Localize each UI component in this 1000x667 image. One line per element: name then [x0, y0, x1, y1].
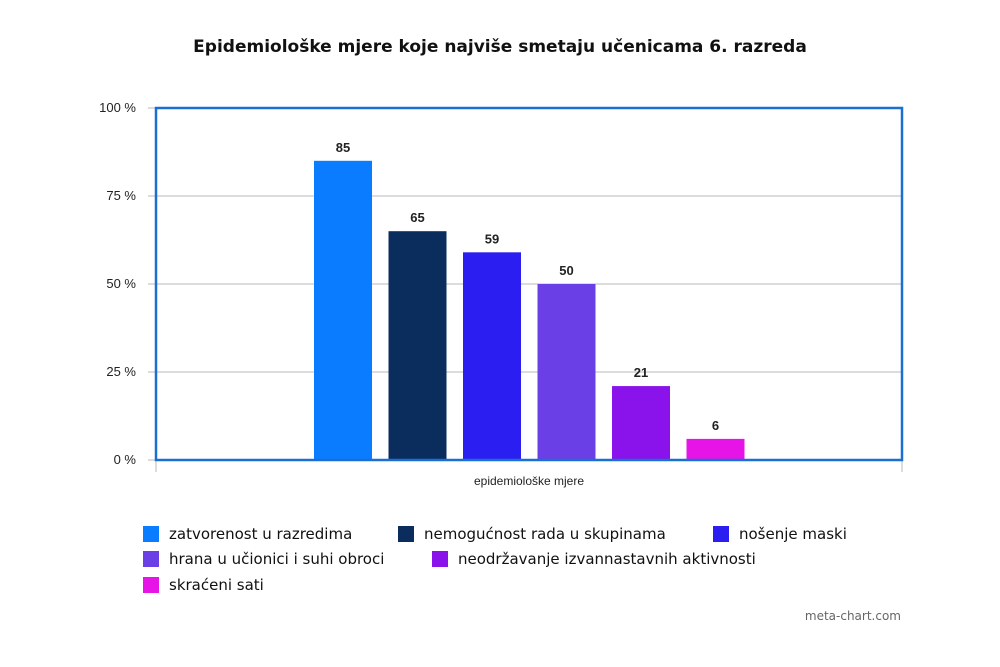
- bar: [314, 160, 372, 461]
- y-tick-label: 100 %: [99, 100, 136, 115]
- x-axis-label: epidemiološke mjere: [474, 474, 584, 488]
- y-tick-label: 75 %: [106, 188, 136, 203]
- bar: [537, 284, 596, 460]
- legend-swatch: [143, 551, 159, 567]
- y-tick-label: 25 %: [106, 364, 136, 379]
- y-tick-label: 50 %: [106, 276, 136, 291]
- legend-item-label: skraćeni sati: [169, 576, 264, 594]
- legend-swatch: [398, 526, 414, 542]
- legend-swatch: [143, 526, 159, 542]
- legend-swatch: [713, 526, 729, 542]
- legend-item-label: hrana u učionici i suhi obroci: [169, 550, 384, 568]
- bars: 85 65 59 50 21 6: [314, 140, 745, 461]
- bar-data-label: 50: [559, 263, 573, 278]
- y-tick-label: 0 %: [114, 452, 137, 467]
- legend-swatch: [432, 551, 448, 567]
- bar-data-label: 85: [336, 140, 350, 155]
- bar-data-label: 21: [634, 365, 648, 380]
- bar: [686, 438, 745, 460]
- chart-title: Epidemiološke mjere koje najviše smetaju…: [193, 37, 807, 57]
- legend-item-label: nemogućnost rada u skupinama: [424, 525, 666, 543]
- bar-data-label: 59: [485, 231, 499, 246]
- bar: [463, 252, 521, 460]
- legend-item-label: zatvorenost u razredima: [169, 525, 352, 543]
- plot-frame: [154, 106, 904, 462]
- bar-data-label: 6: [712, 418, 719, 433]
- y-axis-ticks: 0 % 25 % 50 % 75 % 100 %: [99, 100, 136, 467]
- legend-swatch: [143, 577, 159, 593]
- legend-item-label: neodržavanje izvannastavnih aktivnosti: [458, 550, 756, 568]
- credit-text: meta-chart.com: [805, 609, 901, 623]
- legend-item-label: nošenje maski: [739, 525, 847, 543]
- legend: zatvorenost u razredima nemogućnost rada …: [143, 525, 847, 594]
- grid-lines: [148, 107, 903, 472]
- bar-data-label: 65: [410, 210, 424, 225]
- bar: [388, 231, 447, 460]
- bar: [612, 386, 670, 460]
